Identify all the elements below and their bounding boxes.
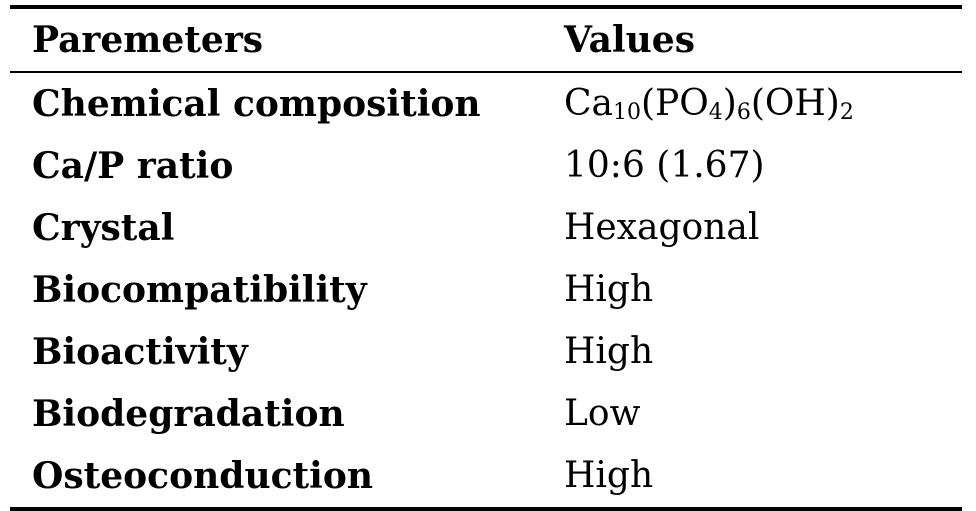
value-cell: High xyxy=(564,331,654,372)
value-cell-chemical-formula: Ca10(PO4)6(OH)2 xyxy=(540,72,962,135)
value-cell: Low xyxy=(564,393,641,434)
value-cell: Hexagonal xyxy=(564,207,760,248)
formula-part: Ca xyxy=(564,83,614,124)
table-row: Bioactivity High xyxy=(10,321,962,383)
parameter-cell: Crystal xyxy=(32,207,175,249)
parameter-cell: Osteoconduction xyxy=(32,455,374,497)
table-header: Paremeters Values xyxy=(10,7,962,72)
formula-subscript: 10 xyxy=(613,100,642,125)
parameter-cell: Bioactivity xyxy=(32,331,248,373)
header-row: Paremeters Values xyxy=(10,7,962,72)
table-row: Osteoconduction High xyxy=(10,445,962,509)
table-row: Biocompatibility High xyxy=(10,259,962,321)
formula-subscript: 4 xyxy=(708,100,723,125)
table-row: Crystal Hexagonal xyxy=(10,197,962,259)
table-row: Biodegradation Low xyxy=(10,383,962,445)
formula-subscript: 6 xyxy=(736,100,751,125)
value-cell: 10:6 (1.67) xyxy=(564,145,765,186)
header-parameters: Paremeters xyxy=(32,19,264,61)
formula-part: (PO xyxy=(641,83,709,124)
table-row: Ca/P ratio 10:6 (1.67) xyxy=(10,135,962,197)
parameter-cell: Biocompatibility xyxy=(32,269,367,311)
parameter-cell: Ca/P ratio xyxy=(32,145,234,187)
table-row: Chemical composition Ca10(PO4)6(OH)2 xyxy=(10,72,962,135)
header-values: Values xyxy=(564,19,695,61)
value-cell: High xyxy=(564,269,654,310)
formula-part: (OH) xyxy=(750,83,840,124)
formula-part: ) xyxy=(722,83,737,124)
parameter-cell: Chemical composition xyxy=(32,83,481,125)
formula-subscript: 2 xyxy=(839,100,854,125)
value-cell: High xyxy=(564,455,654,496)
parameter-cell: Biodegradation xyxy=(32,393,345,435)
properties-table: Paremeters Values Chemical composition C… xyxy=(10,5,962,511)
properties-table-container: Paremeters Values Chemical composition C… xyxy=(10,5,962,511)
table-body: Chemical composition Ca10(PO4)6(OH)2 Ca/… xyxy=(10,72,962,509)
